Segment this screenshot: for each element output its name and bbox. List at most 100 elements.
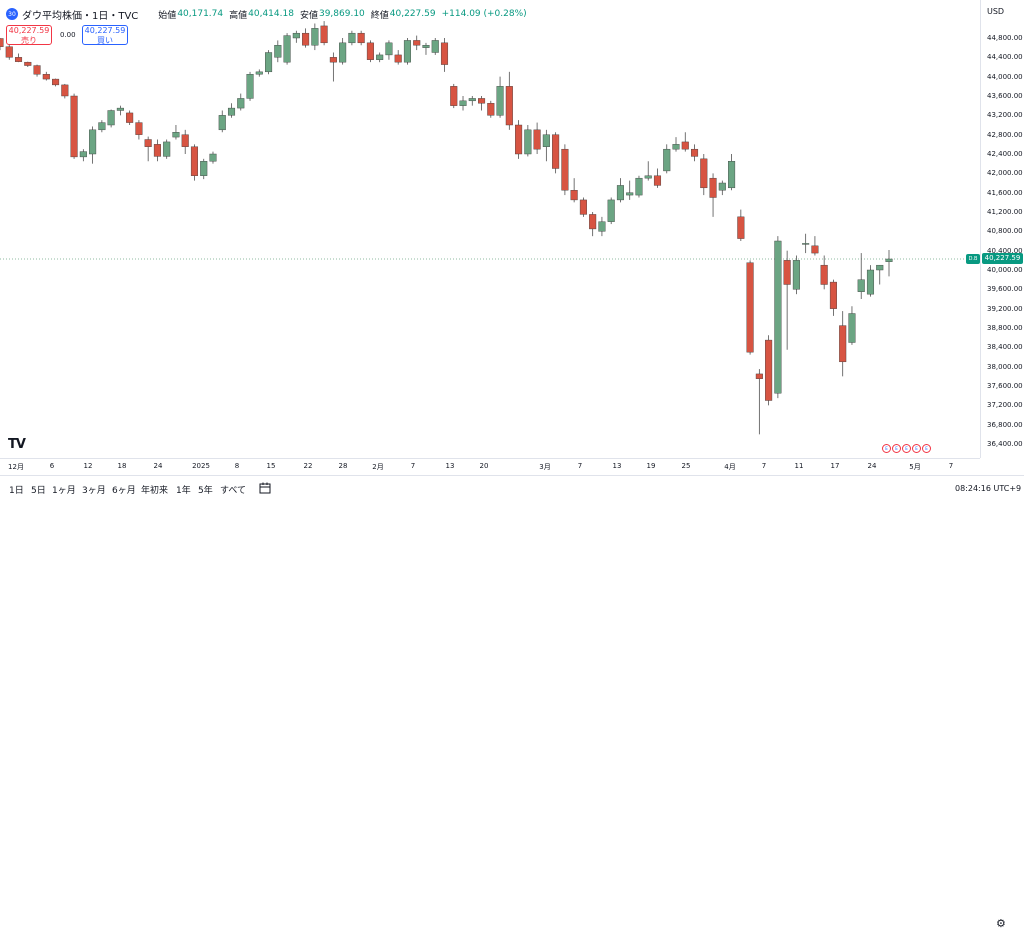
candle-body (14, 57, 23, 62)
candle (811, 236, 819, 256)
time-tick: 4月 (724, 463, 736, 471)
candle (848, 306, 856, 345)
tradingview-logo-icon[interactable]: TV (8, 437, 26, 452)
range-button[interactable]: 1日 (9, 486, 24, 496)
candle-body (403, 40, 411, 63)
candle (709, 173, 717, 217)
candle-body (552, 134, 560, 169)
candle-body (487, 103, 495, 116)
candle (422, 42, 430, 55)
symbol-title[interactable]: ダウ平均株価・1日・TVC (22, 10, 139, 22)
clock[interactable]: 08:24:16 UTC+9 (955, 484, 1022, 493)
price-tick: 39,600.00 (987, 285, 1023, 294)
time-tick: 13 (612, 462, 622, 470)
range-button[interactable]: 1ヶ月 (52, 486, 76, 496)
candle-body (376, 54, 384, 60)
gear-icon[interactable]: ⚙ (996, 917, 1006, 930)
candle (5, 44, 13, 60)
time-tick: 17 (830, 462, 840, 470)
candle (450, 83, 458, 109)
candle-body (607, 199, 615, 222)
candle (255, 69, 263, 77)
candle (552, 132, 560, 174)
chart-area[interactable]: 30 ダウ平均株価・1日・TVC 始値 40,171.74 高値 40,414.18… (0, 0, 980, 458)
candle (200, 158, 208, 180)
candle-body (885, 258, 893, 262)
candle-body (200, 161, 208, 176)
candle-body (524, 129, 532, 155)
candle (153, 139, 161, 162)
candle-body (728, 161, 736, 189)
chart-legend: 30 ダウ平均株価・1日・TVC 始値 40,171.74 高値 40,414.18… (6, 6, 527, 22)
candle (237, 93, 245, 111)
range-button[interactable]: 1年 (176, 486, 191, 496)
candle-body (227, 107, 236, 116)
candle (116, 105, 124, 116)
time-axis[interactable]: 12月 6 12 18 24 2025 8 15 22 28 2月 7 13 20 3月 7 13 19 25 4月 7… (0, 458, 1006, 930)
currency-label[interactable]: USD (987, 7, 1005, 16)
price-tick: 41,200.00 (987, 208, 1023, 216)
earnings-event-icon[interactable]: E (912, 444, 921, 453)
candle (172, 125, 180, 140)
candle-body (570, 190, 578, 201)
candle (728, 154, 736, 191)
earnings-event-icon[interactable]: E (892, 444, 901, 453)
candle-body (440, 42, 449, 65)
candle (70, 93, 78, 159)
time-tick: 2月 (372, 463, 384, 471)
candle (663, 144, 671, 174)
event-markers[interactable]: E E E E E (882, 444, 932, 453)
candle-body (366, 42, 374, 60)
candle-body (829, 281, 837, 309)
range-button[interactable]: すべて (220, 486, 247, 496)
candle-body (459, 100, 467, 106)
candle-body (774, 240, 782, 394)
candle-body (783, 260, 791, 285)
price-axis[interactable]: USD 44,800.00 44,400.00 44,000.00 43,600.00… (980, 0, 1024, 458)
last-price-label: 40,227.59 (982, 253, 1023, 265)
range-button[interactable]: 5年 (198, 486, 213, 496)
range-button[interactable]: 6ヶ月 (112, 486, 136, 496)
earnings-event-icon[interactable]: E (882, 444, 891, 453)
candle (403, 38, 411, 65)
range-button[interactable]: 3ヶ月 (82, 486, 106, 496)
candle-body (283, 35, 291, 63)
buy-button[interactable]: 40,227.59 買い (82, 25, 128, 45)
range-button[interactable]: 5日 (31, 486, 46, 496)
time-tick: 13 (445, 462, 455, 470)
time-tick: 5月 (909, 463, 921, 471)
candle (413, 35, 421, 51)
calendar-icon[interactable] (259, 482, 271, 494)
time-tick: 11 (794, 462, 804, 470)
time-tick: 18 (117, 462, 127, 470)
earnings-event-icon[interactable]: E (922, 444, 931, 453)
time-tick: 7 (948, 462, 954, 470)
price-tick: 41,600.00 (987, 188, 1023, 197)
candle (79, 149, 87, 162)
candle-body (811, 245, 819, 254)
candle-body (598, 221, 606, 232)
price-tick: 42,800.00 (987, 130, 1023, 139)
candle-body (274, 45, 282, 58)
candle (98, 120, 106, 133)
last-price-tag: D.B (966, 253, 980, 264)
candle-body (690, 148, 699, 157)
symbol-badge[interactable]: 30 (6, 8, 18, 20)
candle (866, 265, 875, 297)
candle (144, 136, 152, 162)
candle (570, 178, 578, 203)
candlestick-plot[interactable] (0, 0, 980, 458)
candle (533, 122, 541, 154)
sell-button[interactable]: 40,227.59 売り (6, 25, 52, 45)
candle (589, 212, 597, 237)
candle-body (635, 177, 643, 196)
candle (690, 144, 699, 162)
candle (829, 279, 837, 316)
earnings-event-icon[interactable]: E (902, 444, 911, 453)
candle-body (52, 78, 60, 86)
range-button[interactable]: 年初来 (141, 486, 169, 496)
candle (163, 139, 171, 159)
candle (61, 83, 69, 99)
candle (839, 311, 847, 377)
candle-body (126, 112, 134, 123)
